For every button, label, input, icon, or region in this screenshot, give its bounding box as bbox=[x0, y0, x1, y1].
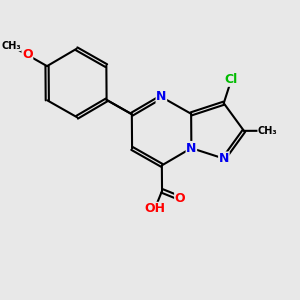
Text: Cl: Cl bbox=[225, 73, 238, 86]
Text: CH₃: CH₃ bbox=[1, 40, 21, 51]
Text: N: N bbox=[186, 142, 197, 154]
Text: OH: OH bbox=[144, 202, 165, 215]
Text: N: N bbox=[156, 90, 167, 104]
Text: N: N bbox=[219, 152, 229, 165]
Text: CH₃: CH₃ bbox=[258, 126, 278, 136]
Text: O: O bbox=[175, 192, 185, 205]
Text: O: O bbox=[22, 48, 33, 62]
